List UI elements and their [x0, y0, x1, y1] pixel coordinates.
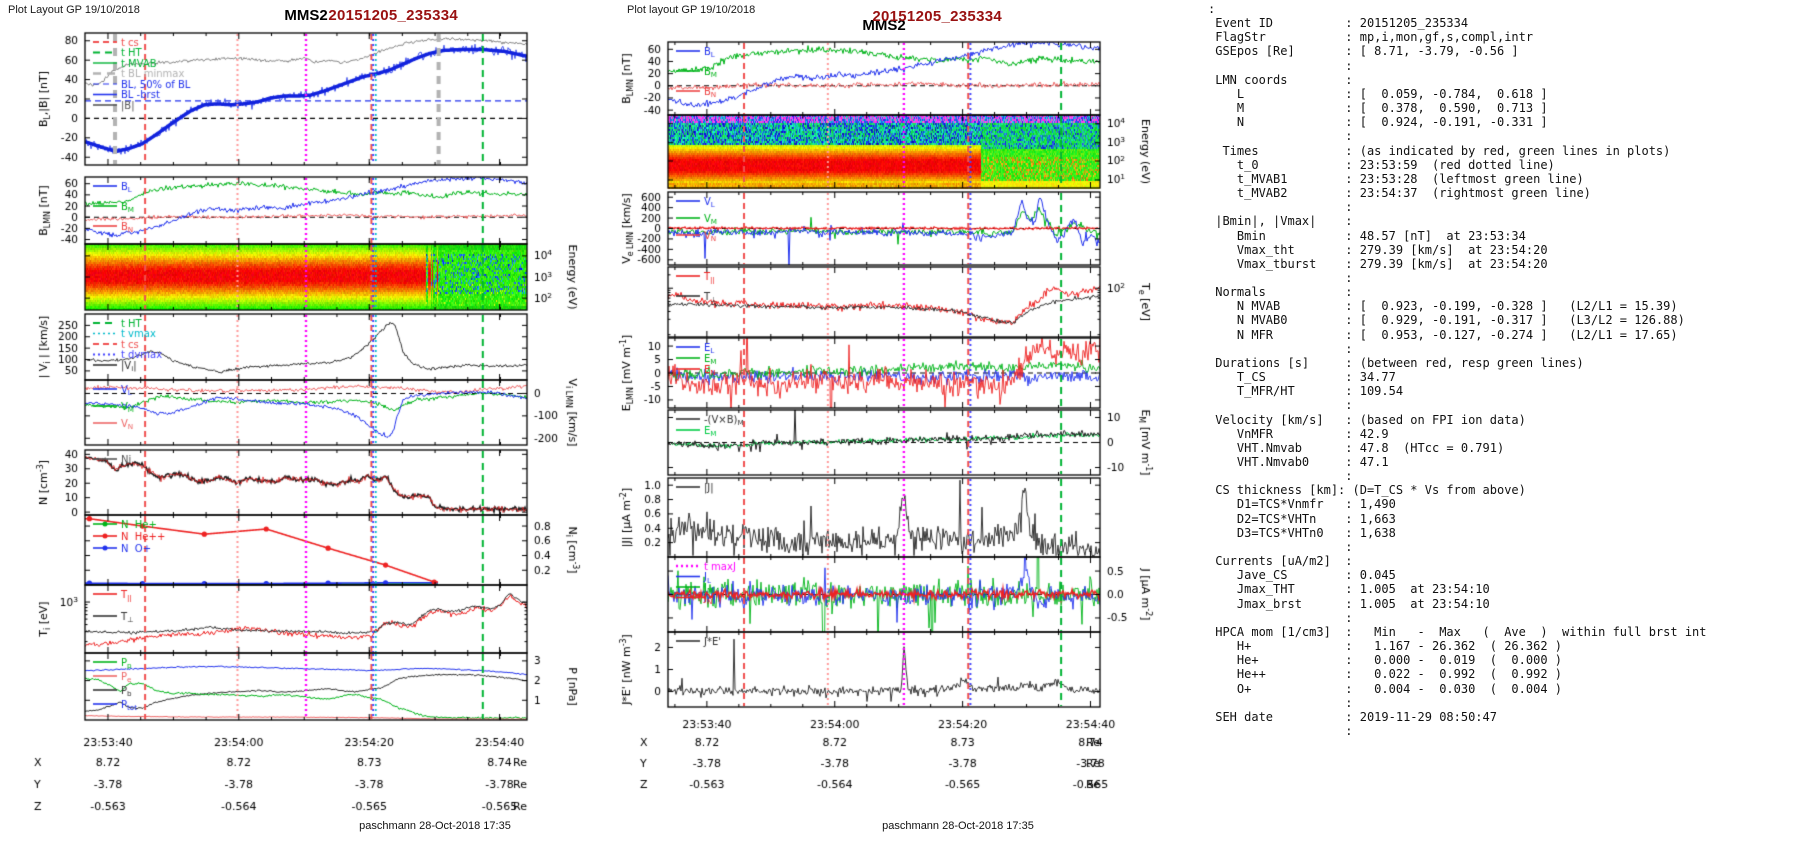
info-line: LMN coords :	[1208, 72, 1353, 87]
info-line: N : [ 0.924, -0.191, -0.331 ]	[1208, 115, 1548, 130]
info-line: Times : (as indicated by red, green line…	[1208, 143, 1671, 158]
event-id-middle: 20151205_235334	[872, 8, 1002, 25]
info-line: L : [ 0.059, -0.784, 0.618 ]	[1208, 86, 1548, 101]
info-line: VHT.Nmvab0 : 47.1	[1208, 455, 1389, 469]
info-line: :	[1208, 398, 1353, 413]
info-line: N MVAB : [ 0.923, -0.199, -0.328 ] (L2/L…	[1208, 299, 1678, 314]
plot-layout-caption-left: Plot Layout GP 19/10/2018	[8, 4, 140, 16]
info-line: T_MFR/HT : 109.54	[1208, 384, 1404, 399]
info-line: |Bmin|, |Vmax| :	[1208, 214, 1353, 229]
spacecraft-title-middle: MMS2	[862, 17, 906, 34]
info-line: Event ID : 20151205_235334	[1208, 16, 1469, 31]
info-line: t_MVAB1 : 23:53:28 (leftmost green line)	[1208, 171, 1584, 186]
plot-layout-caption-middle: Plot layout GP 19/10/2018	[627, 4, 756, 16]
info-line: :	[1208, 539, 1353, 554]
info-line: M : [ 0.378, 0.590, 0.713 ]	[1208, 101, 1548, 116]
info-line: GSEpos [Re] : [ 8.71, -3.79, -0.56 ]	[1208, 44, 1519, 59]
info-line: CS thickness [km]: (D=T_CS * Vs from abo…	[1208, 483, 1526, 498]
info-line: :	[1208, 270, 1353, 285]
info-line: Bmin : 48.57 [nT] at 23:53:34	[1208, 228, 1526, 243]
info-line: H+ : 1.167 - 26.362 ( 26.362 )	[1208, 639, 1563, 654]
info-line: HPCA mom [1/cm3] : Min - Max ( Ave ) wit…	[1208, 624, 1707, 639]
info-line: :	[1208, 58, 1353, 73]
info-line: He+ : 0.000 - 0.019 ( 0.000 )	[1208, 653, 1563, 668]
info-line: T_CS : 34.77	[1208, 370, 1396, 385]
info-line: :	[1208, 2, 1216, 16]
info-line: VHT.Nmvab : 47.8 (HTcc = 0.791)	[1208, 440, 1505, 455]
info-line: VnMFR : 42.9	[1208, 426, 1389, 441]
info-line: Vmax_tburst : 279.39 [km/s] at 23:54:20	[1208, 256, 1548, 271]
figure-footer-left: paschmann 28-Oct-2018 17:35	[359, 820, 511, 832]
info-line: t_0 : 23:53:59 (red dotted line)	[1208, 157, 1555, 172]
event-info-panel: : Event ID : 20151205_235334 FlagStr : m…	[1208, 2, 1798, 738]
info-line: :	[1208, 610, 1353, 625]
info-line: Jave_CS : 0.045	[1208, 568, 1396, 583]
info-line: :	[1208, 129, 1353, 144]
info-line: O+ : 0.004 - 0.030 ( 0.004 )	[1208, 681, 1563, 696]
info-line: Currents [uA/m2] :	[1208, 554, 1353, 569]
event-id-left: 20151205_235334	[328, 7, 458, 24]
info-line: N MVAB0 : [ 0.929, -0.191, -0.317 ] (L3/…	[1208, 313, 1685, 328]
info-line: Jmax_THT : 1.005 at 23:54:10	[1208, 582, 1490, 597]
info-line: D3=TCS*VHTn0 : 1,638	[1208, 525, 1396, 540]
info-line: :	[1208, 341, 1353, 356]
info-line: D1=TCS*Vnmfr : 1,490	[1208, 497, 1396, 512]
info-line: :	[1208, 695, 1353, 710]
info-line: :	[1208, 469, 1353, 484]
info-line: Normals :	[1208, 285, 1353, 300]
info-line: FlagStr : mp,i,mon,gf,s,compl,intr	[1208, 30, 1534, 45]
info-line: N MFR : [ 0.953, -0.127, -0.274 ] (L2/L1…	[1208, 327, 1678, 342]
info-line: Vmax_tht : 279.39 [km/s] at 23:54:20	[1208, 242, 1548, 257]
info-line: Jmax_brst : 1.005 at 23:54:10	[1208, 596, 1490, 611]
info-line: He++ : 0.022 - 0.992 ( 0.992 )	[1208, 667, 1563, 682]
info-line: t_MVAB2 : 23:54:37 (rightmost green line…	[1208, 186, 1591, 201]
spacecraft-title-left: MMS2	[284, 7, 328, 24]
info-line: Velocity [km/s] : (based on FPI ion data…	[1208, 412, 1526, 427]
info-line: D2=TCS*VHTn : 1,663	[1208, 511, 1396, 526]
info-line: :	[1208, 200, 1353, 215]
info-line: Durations [s] : (between red, resp green…	[1208, 355, 1584, 370]
info-line: SEH date : 2019-11-29 08:50:47	[1208, 709, 1497, 724]
figure-footer-middle: paschmann 28-Oct-2018 17:35	[882, 820, 1034, 832]
info-line: :	[1208, 723, 1353, 738]
